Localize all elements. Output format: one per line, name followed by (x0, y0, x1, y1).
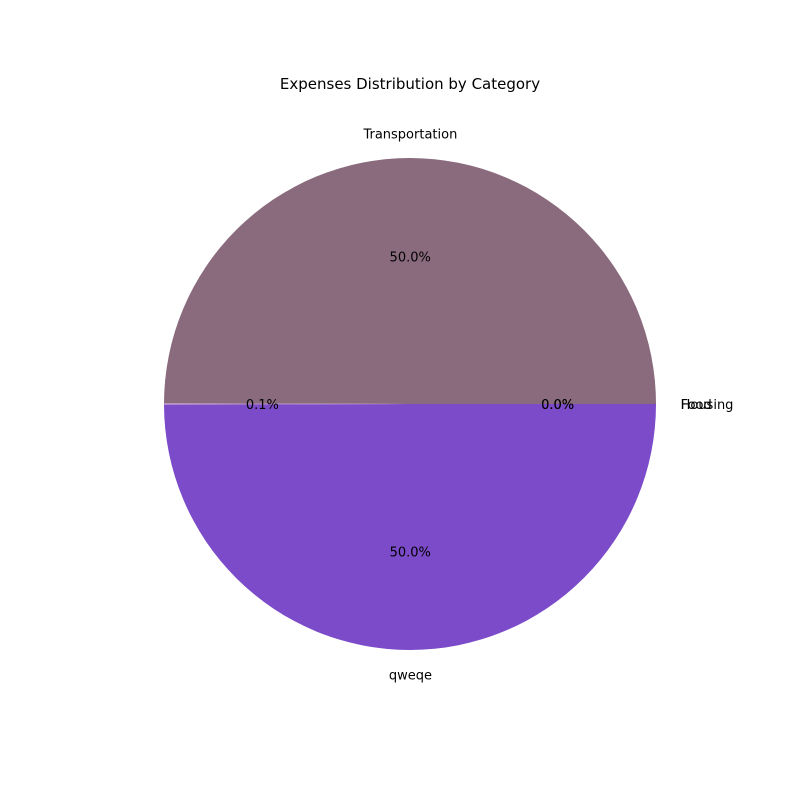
category-label-transportation: Transportation (362, 127, 457, 142)
pct-label-housing: 0.0% (541, 398, 574, 413)
pct-label-slice-3: 0.1% (246, 398, 279, 413)
pie-slices (163, 158, 656, 650)
category-label-housing: Housing (681, 398, 734, 413)
category-label-food: Food (681, 398, 712, 413)
pie-slice-qweqe (164, 404, 656, 650)
pie-slice-transportation (164, 158, 656, 404)
pct-label-food: 0.0% (541, 398, 574, 413)
pct-label-qweqe: 50.0% (390, 546, 431, 561)
pie-slice-slice-3 (163, 403, 410, 405)
category-label-qweqe: qweqe (389, 669, 432, 684)
pct-label-transportation: 50.0% (390, 250, 431, 265)
chart-title: Expenses Distribution by Category (280, 75, 540, 93)
